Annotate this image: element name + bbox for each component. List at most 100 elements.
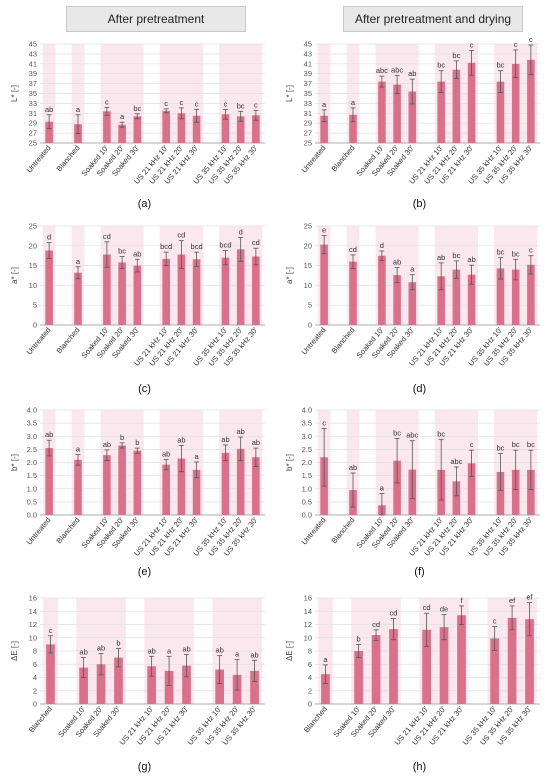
y-tick-label: 41	[304, 59, 312, 68]
significance-letter: bc	[118, 246, 126, 255]
bar	[511, 469, 520, 515]
y-tick-label: 3.0	[27, 432, 37, 441]
significance-letter: c	[195, 99, 199, 108]
significance-letter: abc	[376, 66, 388, 75]
category-label: Blanched	[55, 144, 82, 174]
significance-letter: a	[323, 655, 328, 664]
y-tick-label: 10	[304, 281, 312, 290]
category-label: Blanched	[330, 326, 357, 356]
bar	[527, 469, 535, 515]
y-tick-label: 1.5	[302, 471, 312, 480]
bar	[192, 115, 201, 143]
y-tick-label: 29	[304, 119, 312, 128]
significance-letter: a	[410, 265, 415, 274]
significance-letter: c	[254, 100, 258, 109]
bar	[103, 111, 111, 143]
significance-letter: bcd	[160, 242, 172, 251]
significance-letter: cd	[177, 231, 185, 240]
y-tick-label: 4	[33, 673, 37, 682]
significance-letter: a	[76, 257, 81, 266]
bar	[162, 464, 170, 515]
significance-letter: ab	[250, 650, 258, 659]
bar	[192, 259, 201, 325]
bar	[118, 445, 126, 515]
significance-letter: de	[440, 605, 448, 614]
y-tick-label: 2	[33, 686, 37, 695]
bar	[147, 666, 156, 704]
significance-letter: bc	[437, 430, 445, 439]
y-tick-label: 25	[304, 139, 312, 148]
significance-letter: bc	[452, 51, 460, 60]
significance-letter: d	[47, 233, 51, 242]
y-tick-label: 25	[29, 222, 37, 231]
bar	[182, 665, 191, 704]
y-tick-label: 33	[29, 99, 37, 108]
category-label: Blanched	[55, 516, 82, 546]
significance-letter: c	[529, 35, 533, 44]
significance-letter: bc	[497, 61, 505, 70]
chart-panel-e: 0.00.51.01.52.02.53.03.54.0b* [-]abUntre…	[10, 406, 265, 578]
significance-letter: cd	[103, 232, 111, 241]
y-tick-label: 41	[29, 59, 37, 68]
category-label: Untreated	[300, 326, 328, 357]
bar	[408, 282, 417, 325]
bar	[162, 258, 170, 325]
y-tick-label: 15	[304, 261, 312, 270]
significance-letter: ab	[252, 438, 260, 447]
significance-letter: a	[351, 98, 356, 107]
y-tick-label: 10	[304, 633, 312, 642]
significance-letter: ab	[177, 435, 185, 444]
bar	[114, 657, 123, 704]
y-tick-label: 3.0	[302, 432, 312, 441]
panel-label: (e)	[138, 566, 151, 578]
bar	[103, 455, 111, 515]
bar	[378, 81, 386, 143]
y-tick-label: 16	[304, 594, 312, 603]
significance-letter: ab	[162, 449, 170, 458]
bar	[177, 113, 186, 143]
bar	[371, 635, 381, 704]
significance-letter: bc	[237, 101, 245, 110]
y-tick-label: 10	[29, 633, 37, 642]
bar	[439, 627, 449, 704]
bar	[221, 257, 230, 325]
significance-letter: c	[529, 246, 533, 255]
significance-letter: bc	[452, 251, 460, 260]
y-tick-label: 0.5	[302, 497, 312, 506]
panel-label: (f)	[414, 566, 424, 578]
bar	[467, 463, 476, 515]
significance-letter: a	[76, 105, 81, 114]
significance-letter: b	[116, 638, 120, 647]
panel-label: (d)	[413, 383, 426, 395]
panel-label: (h)	[413, 761, 426, 773]
bar	[79, 667, 88, 704]
bar	[457, 615, 466, 704]
significance-letter: ab	[408, 69, 416, 78]
y-axis-label: a* [-]	[285, 267, 294, 284]
significance-letter: c	[322, 418, 326, 427]
y-tick-label: 27	[29, 129, 37, 138]
y-tick-label: 1.5	[27, 471, 37, 480]
significance-letter: bc	[437, 61, 445, 70]
bar	[177, 254, 186, 325]
y-tick-label: 3.5	[302, 419, 312, 428]
y-tick-label: 39	[29, 69, 37, 78]
chart-panel-f: 0.0 0.5 1.0 1.5 2.0 2.5 3.0 3.5 4.0 b* [-] c Untrea…	[285, 406, 540, 578]
y-tick-label: 31	[304, 109, 312, 118]
bar	[221, 114, 230, 143]
y-tick-label: 20	[304, 241, 312, 250]
category-label: Blanched	[330, 144, 357, 174]
category-label: Untreated	[300, 144, 328, 175]
y-tick-label: 12	[304, 620, 312, 629]
significance-letter: bc	[497, 248, 505, 257]
y-axis-label: L* [-]	[285, 85, 294, 102]
y-tick-label: 4	[308, 673, 312, 682]
panel-label: (c)	[138, 383, 151, 395]
significance-letter: ab	[437, 253, 445, 262]
y-tick-label: 5	[33, 301, 37, 310]
bar	[252, 115, 260, 143]
bar	[527, 59, 535, 144]
